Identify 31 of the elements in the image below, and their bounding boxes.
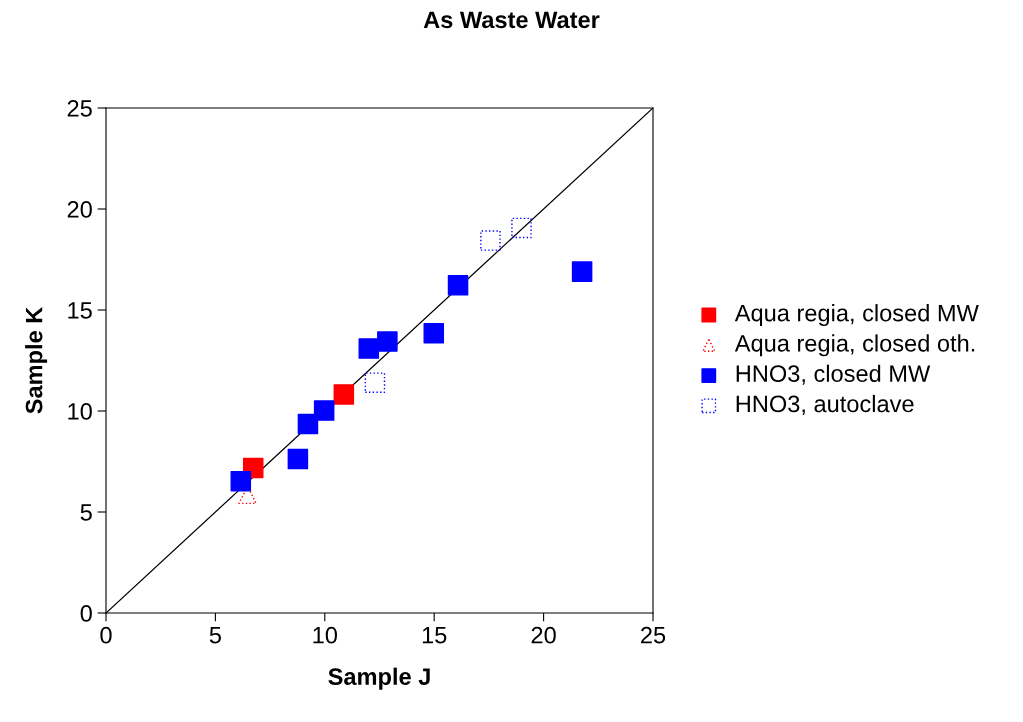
point — [447, 275, 469, 296]
point — [364, 372, 386, 393]
point — [571, 261, 593, 282]
x-tick-label: 15 — [422, 627, 447, 644]
y-axis-title: Sample K — [25, 306, 48, 414]
legend-label: HNO3, autoclave — [736, 394, 914, 416]
point — [333, 384, 355, 405]
x-tick-label: 20 — [531, 626, 556, 644]
point — [377, 331, 398, 352]
point — [423, 322, 445, 344]
x-tick-label: 5 — [209, 627, 221, 644]
y-tick-label: 20 — [67, 201, 92, 218]
legend-label: Aqua regia, closed MW — [734, 304, 979, 327]
y-tick-label: 15 — [68, 302, 92, 319]
y-tick-label: 0 — [80, 605, 92, 622]
point — [287, 448, 309, 470]
point — [230, 471, 252, 492]
x-tick-label: 10 — [313, 626, 338, 644]
chart-title: As Waste Water — [423, 11, 600, 29]
legend-label: Aqua regia, closed oth. — [734, 334, 975, 357]
point — [511, 217, 532, 239]
point — [358, 338, 380, 359]
legend-label: HNO3, closed MW — [736, 364, 931, 385]
x-tick-label: 25 — [641, 626, 666, 644]
point — [480, 230, 501, 251]
x-tick-label: 0 — [100, 626, 112, 644]
x-axis-title: Sample J — [328, 667, 430, 690]
y-tick-label: 10 — [68, 403, 92, 420]
point — [313, 400, 335, 421]
y-tick-label: 25 — [67, 100, 92, 117]
y-tick-label: 5 — [80, 504, 92, 521]
